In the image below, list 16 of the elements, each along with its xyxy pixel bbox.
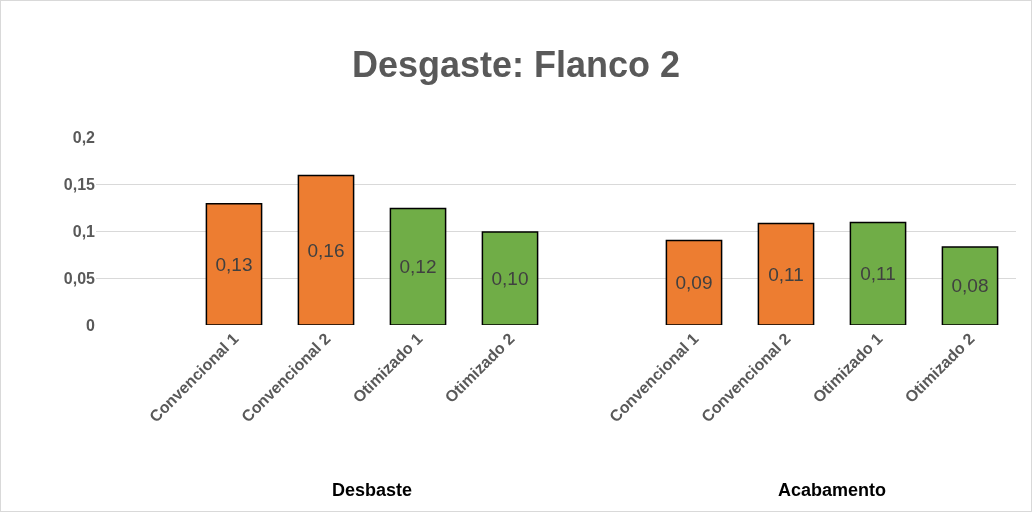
data-label: 0,10 — [491, 267, 529, 289]
data-label: 0,11 — [860, 263, 896, 285]
y-tick-label: 0,05 — [63, 269, 96, 287]
data-label: 0,13 — [215, 253, 253, 275]
text: Acabamento — [778, 480, 887, 500]
data-label: 0,16 — [307, 239, 345, 261]
data-label: 0,09 — [675, 272, 713, 294]
y-tick-label: 0,1 — [72, 222, 96, 240]
y-tick-label: 0 — [86, 316, 96, 334]
text: Desbaste — [332, 480, 413, 500]
y-tick-label: 0,2 — [72, 128, 96, 146]
data-label: 0,11 — [768, 263, 804, 285]
data-label: 0,12 — [399, 256, 437, 278]
chart-title: Desgaste: Flanco 2 — [351, 44, 681, 86]
y-tick-label: 0,15 — [63, 175, 96, 193]
data-label: 0,08 — [951, 275, 989, 297]
